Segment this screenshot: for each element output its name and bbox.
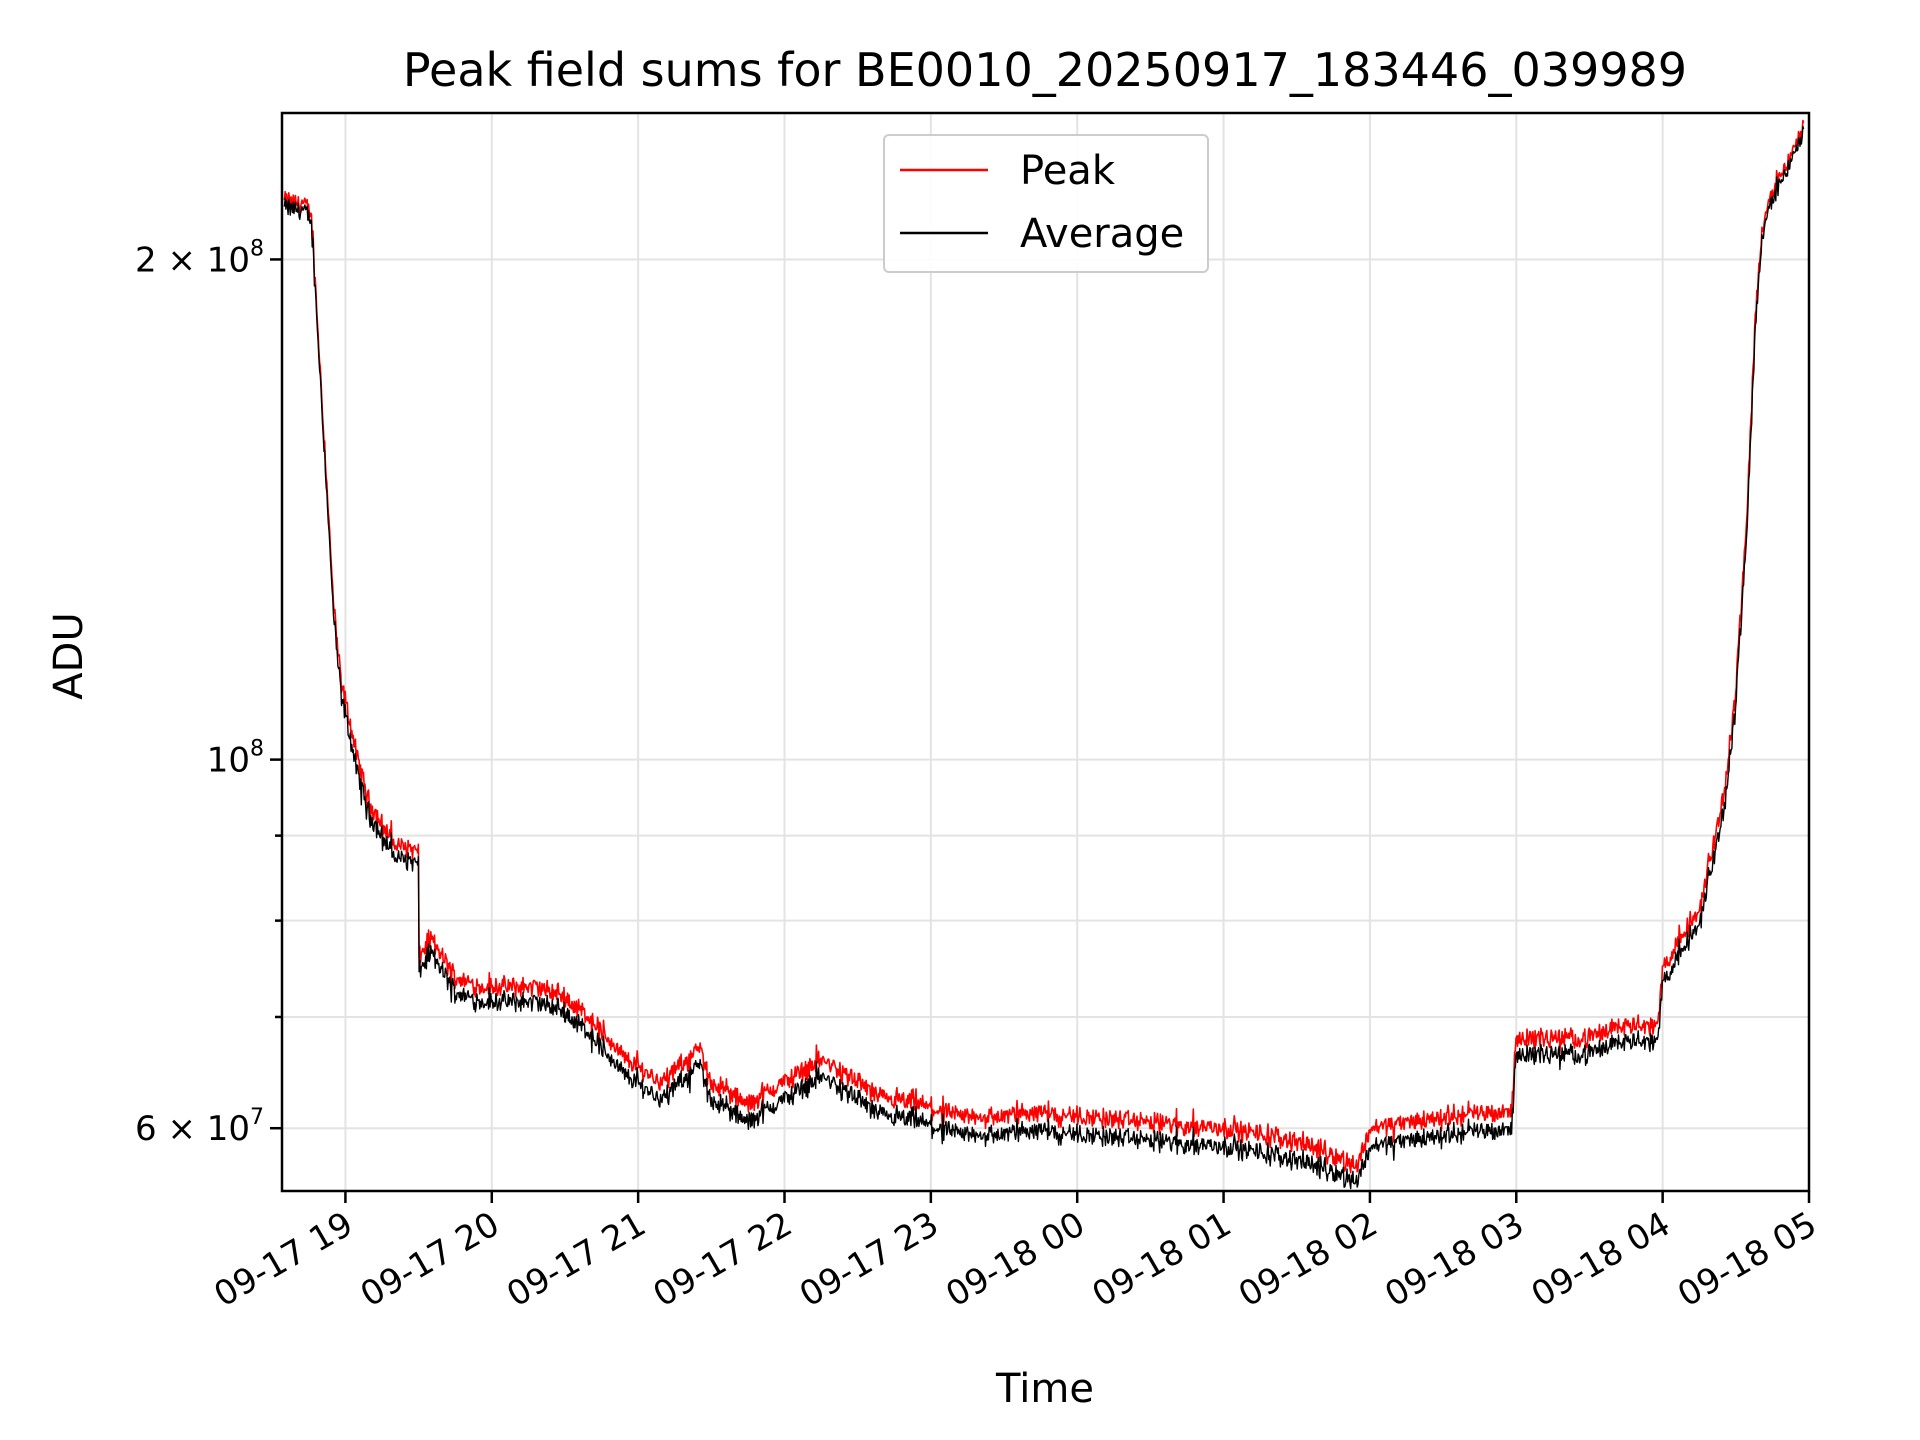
series-layer xyxy=(283,119,1805,1190)
x-axis-label: Time xyxy=(995,1366,1094,1412)
series-line-average xyxy=(283,125,1805,1190)
legend: Peak Average xyxy=(883,134,1209,273)
grid xyxy=(282,113,1810,1191)
y-tick-label: 6 × 107 xyxy=(135,1105,264,1149)
y-axis-label: ADU xyxy=(46,612,92,699)
y-tick-label: 108 xyxy=(207,737,264,781)
series-line-peak xyxy=(283,119,1805,1174)
x-tick-label: 09-18 05 xyxy=(1671,1204,1823,1315)
x-tick-label: 09-17 21 xyxy=(500,1204,652,1315)
chart-title: Peak field sums for BE0010_20250917_1834… xyxy=(403,43,1687,97)
legend-label-average: Average xyxy=(1020,211,1184,257)
plot-frame xyxy=(280,111,1811,1193)
x-tick-label: 09-18 01 xyxy=(1086,1204,1238,1315)
legend-label-peak: Peak xyxy=(1020,148,1116,194)
y-axis: 6 × 107 108 2 × 108 xyxy=(135,236,282,1149)
x-tick-label: 09-17 20 xyxy=(354,1204,506,1315)
x-tick-label: 09-18 04 xyxy=(1525,1204,1677,1315)
x-tick-label: 09-17 22 xyxy=(647,1204,799,1315)
x-tick-label: 09-18 03 xyxy=(1378,1204,1530,1315)
x-tick-label: 09-17 19 xyxy=(208,1204,360,1315)
x-tick-label: 09-18 00 xyxy=(939,1204,1091,1315)
y-tick-label: 2 × 108 xyxy=(135,236,264,280)
x-tick-label: 09-17 23 xyxy=(793,1204,945,1315)
x-tick-label: 09-18 02 xyxy=(1232,1204,1384,1315)
